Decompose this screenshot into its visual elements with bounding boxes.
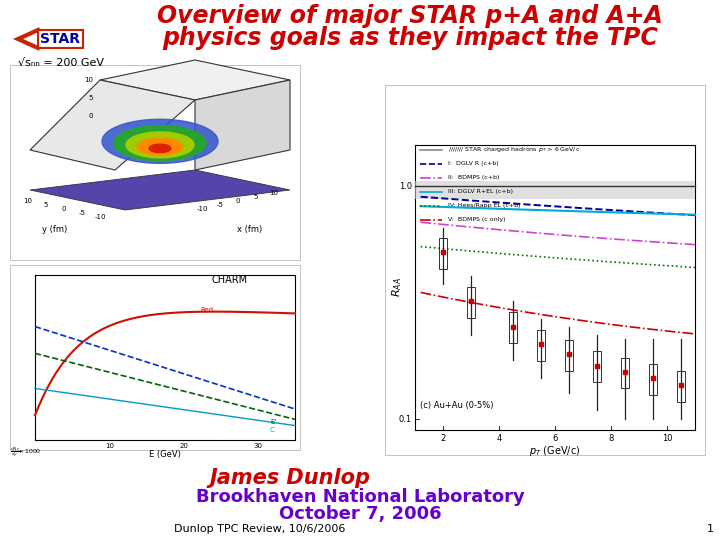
Text: -5: -5	[78, 210, 86, 216]
Text: 20: 20	[179, 443, 188, 449]
Polygon shape	[126, 132, 194, 158]
Text: C: C	[270, 427, 275, 433]
Polygon shape	[102, 119, 218, 163]
Text: 30: 30	[253, 443, 262, 449]
Text: x (fm): x (fm)	[238, 225, 263, 234]
Text: 8: 8	[608, 434, 613, 443]
Text: Dunlop TPC Review, 10/6/2006: Dunlop TPC Review, 10/6/2006	[174, 524, 346, 534]
Text: III: DGLV R+EL (c+b): III: DGLV R+EL (c+b)	[448, 190, 513, 194]
Text: 4: 4	[496, 434, 502, 443]
Bar	[677, 371, 685, 402]
Text: October 7, 2006: October 7, 2006	[279, 505, 441, 523]
Text: 1.0: 1.0	[399, 181, 412, 191]
Text: I:  DGLV R (c+b): I: DGLV R (c+b)	[448, 161, 499, 166]
Polygon shape	[30, 170, 290, 210]
Text: 0: 0	[235, 198, 240, 204]
Text: y (fm): y (fm)	[42, 225, 68, 234]
Bar	[509, 312, 517, 343]
Polygon shape	[100, 60, 290, 100]
Text: √sₙₙ = 200 GeV: √sₙₙ = 200 GeV	[18, 58, 104, 68]
Text: 5: 5	[44, 202, 48, 208]
Bar	[649, 364, 657, 395]
Text: (c) Au+Au (0-5%): (c) Au+Au (0-5%)	[420, 401, 493, 410]
Text: V:  BDMPS (c only): V: BDMPS (c only)	[448, 218, 505, 222]
Polygon shape	[149, 144, 171, 152]
Text: Overview of major STAR p+A and A+A: Overview of major STAR p+A and A+A	[157, 4, 663, 28]
Text: E': E'	[270, 418, 276, 424]
FancyBboxPatch shape	[10, 65, 300, 260]
Text: CHARM: CHARM	[212, 275, 248, 285]
FancyBboxPatch shape	[10, 265, 300, 450]
Bar	[593, 352, 601, 382]
Text: -10: -10	[94, 214, 106, 220]
Text: 10: 10	[84, 77, 93, 83]
Bar	[439, 238, 447, 269]
FancyBboxPatch shape	[385, 85, 705, 455]
Text: /////// STAR charged hadrons $p_T$ > 6 GeV/c: /////// STAR charged hadrons $p_T$ > 6 G…	[448, 145, 580, 154]
Text: 5: 5	[254, 194, 258, 200]
Text: 0: 0	[62, 206, 66, 212]
Text: $R_{AA}$: $R_{AA}$	[390, 278, 404, 298]
Text: -10: -10	[197, 206, 208, 212]
Text: 10: 10	[662, 434, 672, 443]
Text: 2: 2	[441, 434, 446, 443]
Bar	[621, 357, 629, 388]
Polygon shape	[30, 80, 195, 170]
Text: physics goals as they impact the TPC: physics goals as they impact the TPC	[162, 26, 658, 50]
Text: $\frac{dN_e}{dy}$×1000: $\frac{dN_e}{dy}$×1000	[10, 445, 42, 459]
Bar	[565, 340, 573, 371]
Polygon shape	[114, 126, 206, 160]
Text: IV: Hees/Rapp EL (c+b): IV: Hees/Rapp EL (c+b)	[448, 204, 521, 208]
Text: 0.1: 0.1	[399, 415, 412, 424]
Text: E (GeV): E (GeV)	[149, 450, 181, 459]
Text: 10: 10	[24, 198, 32, 204]
Polygon shape	[415, 181, 695, 199]
Text: -5: -5	[217, 202, 223, 208]
Text: 10: 10	[269, 190, 279, 196]
Text: 6: 6	[552, 434, 558, 443]
Bar	[537, 330, 545, 361]
Text: STAR: STAR	[40, 32, 80, 46]
Text: $p_T$ (GeV/c): $p_T$ (GeV/c)	[529, 444, 581, 458]
Text: 5: 5	[89, 95, 93, 101]
Polygon shape	[195, 80, 290, 170]
Text: 10: 10	[105, 443, 114, 449]
Text: II:  BDMPS (c+b): II: BDMPS (c+b)	[448, 176, 500, 180]
Text: Brookhaven National Laboratory: Brookhaven National Laboratory	[196, 488, 524, 506]
Text: Red: Red	[200, 307, 213, 313]
FancyBboxPatch shape	[38, 30, 83, 48]
Text: 0: 0	[89, 113, 93, 119]
Text: James Dunlop: James Dunlop	[210, 468, 371, 488]
Polygon shape	[138, 138, 182, 155]
Text: 1: 1	[707, 524, 714, 534]
Bar	[467, 287, 475, 318]
